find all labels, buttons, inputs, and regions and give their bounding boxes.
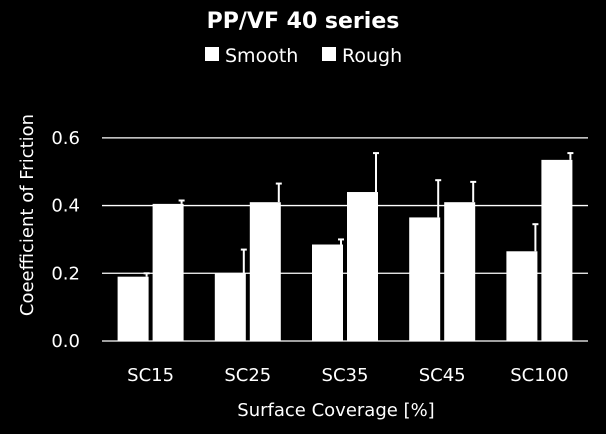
bar-smooth-sc15 xyxy=(117,276,149,341)
legend: Smooth Rough xyxy=(205,45,402,67)
y-tick-label: 0.6 xyxy=(51,128,80,149)
x-tick-label: SC45 xyxy=(419,365,466,386)
bars xyxy=(117,159,573,341)
legend-swatch-smooth xyxy=(205,47,219,61)
bar-rough-sc45 xyxy=(444,202,476,341)
error-bars xyxy=(143,152,574,277)
bar-smooth-sc35 xyxy=(312,244,343,341)
bar-rough-sc100 xyxy=(541,159,573,341)
legend-label-rough: Rough xyxy=(342,45,402,67)
y-tick-labels: 0.0 0.2 0.4 0.6 xyxy=(51,128,80,352)
bar-rough-sc15 xyxy=(152,203,184,341)
chart-title: PP/VF 40 series xyxy=(207,9,400,34)
x-tick-label: SC15 xyxy=(127,365,174,386)
y-tick-label: 0.4 xyxy=(51,196,80,217)
bar-rough-sc35 xyxy=(347,192,378,341)
bar-smooth-sc100 xyxy=(506,251,538,341)
x-tick-label: SC25 xyxy=(224,365,271,386)
x-tick-labels: SC15 SC25 SC35 SC45 SC100 xyxy=(127,365,568,386)
x-axis-label: Surface Coverage [%] xyxy=(237,400,434,421)
y-tick-label: 0.0 xyxy=(51,331,80,352)
y-axis-label: Coeefficient of Friction xyxy=(17,114,38,316)
bar-rough-sc25 xyxy=(249,202,281,341)
legend-label-smooth: Smooth xyxy=(225,45,298,67)
bar-smooth-sc25 xyxy=(214,273,246,341)
y-tick-label: 0.2 xyxy=(51,263,80,284)
legend-swatch-rough xyxy=(322,47,336,61)
x-tick-label: SC35 xyxy=(322,365,369,386)
bar-smooth-sc45 xyxy=(409,217,441,341)
x-tick-label: SC100 xyxy=(510,365,568,386)
